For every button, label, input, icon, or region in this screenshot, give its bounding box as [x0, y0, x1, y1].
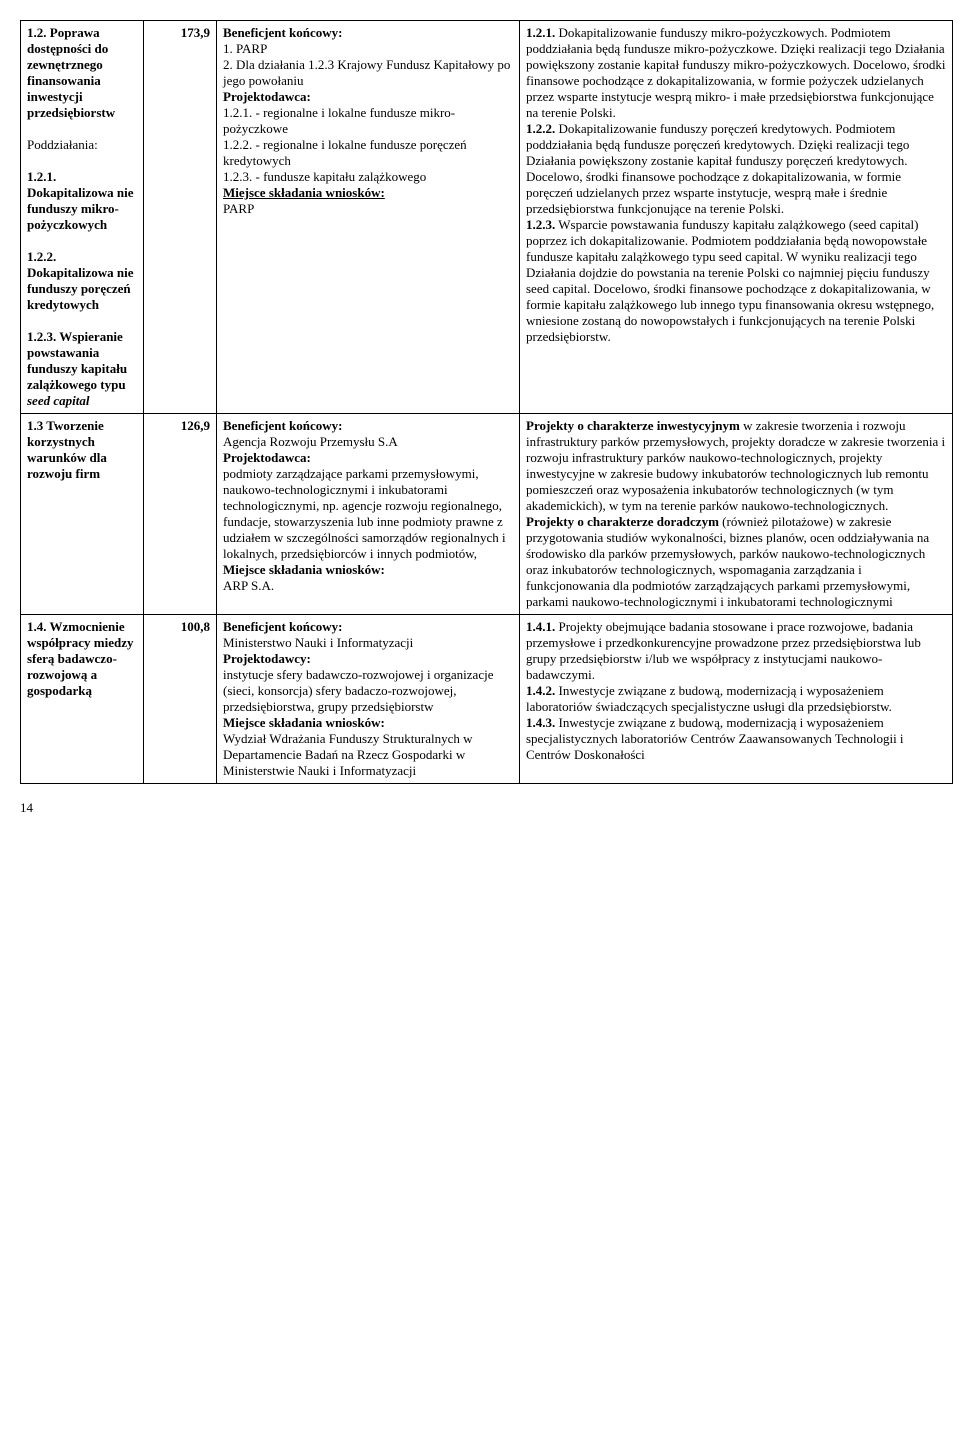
text-line: Beneficjent końcowy:: [223, 25, 513, 41]
text-line: Projektodawca:: [223, 89, 513, 105]
text-line: 1.2.1. Dokapitalizowa nie funduszy mikro…: [27, 169, 137, 233]
table-row: 1.2. Poprawa dostępności do zewnętrznego…: [21, 21, 953, 414]
cell-beneficiary: Beneficjent końcowy:Ministerstwo Nauki i…: [217, 615, 520, 784]
text-line: Ministerstwo Nauki i Informatyzacji: [223, 635, 513, 651]
text-line: 1. PARP: [223, 41, 513, 57]
text-line: Miejsce składania wniosków:: [223, 715, 513, 731]
text-line: [27, 233, 137, 249]
cell-title: 1.3 Tworzenie korzystnych warunków dla r…: [21, 414, 144, 615]
text-line: 1.4.1. Projekty obejmujące badania stoso…: [526, 619, 946, 683]
cell-description: Projekty o charakterze inwestycyjnym w z…: [520, 414, 953, 615]
text-line: Poddziałania:: [27, 137, 137, 153]
text-line: instytucje sfery badawczo-rozwojowej i o…: [223, 667, 513, 715]
text-line: 1.4.3. Inwestycje związane z budową, mod…: [526, 715, 946, 763]
document-table: 1.2. Poprawa dostępności do zewnętrznego…: [20, 20, 953, 784]
text-line: Projekty o charakterze doradczym (równie…: [526, 514, 946, 610]
text-line: 1.4.2. Inwestycje związane z budową, mod…: [526, 683, 946, 715]
cell-beneficiary: Beneficjent końcowy:1. PARP2. Dla działa…: [217, 21, 520, 414]
text-line: podmioty zarządzające parkami przemysłow…: [223, 466, 513, 562]
text-line: Wydział Wdrażania Funduszy Strukturalnyc…: [223, 731, 513, 779]
text-line: [27, 153, 137, 169]
text-line: Beneficjent końcowy:: [223, 619, 513, 635]
text-line: 1.2.3. Wspieranie powstawania funduszy k…: [27, 329, 137, 409]
text-line: 2. Dla działania 1.2.3 Krajowy Fundusz K…: [223, 57, 513, 89]
text-line: Projekty o charakterze inwestycyjnym w z…: [526, 418, 946, 514]
text-line: 1.2.2. Dokapitalizowanie funduszy poręcz…: [526, 121, 946, 217]
text-line: 1.2.2. Dokapitalizowa nie funduszy poręc…: [27, 249, 137, 313]
text-line: Agencja Rozwoju Przemysłu S.A: [223, 434, 513, 450]
text-line: 1.2.1. Dokapitalizowanie funduszy mikro-…: [526, 25, 946, 121]
text-line: PARP: [223, 201, 513, 217]
table-row: 1.3 Tworzenie korzystnych warunków dla r…: [21, 414, 953, 615]
text-line: 1.2. Poprawa dostępności do zewnętrznego…: [27, 25, 137, 121]
cell-amount: 173,9: [144, 21, 217, 414]
text-line: [27, 313, 137, 329]
text-line: 1.2.1. - regionalne i lokalne fundusze m…: [223, 105, 513, 137]
text-line: Projektodawcy:: [223, 651, 513, 667]
table-row: 1.4. Wzmocnienie współpracy miedzy sferą…: [21, 615, 953, 784]
cell-beneficiary: Beneficjent końcowy:Agencja Rozwoju Prze…: [217, 414, 520, 615]
text-line: 1.2.2. - regionalne i lokalne fundusze p…: [223, 137, 513, 169]
text-line: Beneficjent końcowy:: [223, 418, 513, 434]
text-line: 1.2.3. - fundusze kapitału zalążkowego: [223, 169, 513, 185]
cell-title: 1.2. Poprawa dostępności do zewnętrznego…: [21, 21, 144, 414]
cell-title: 1.4. Wzmocnienie współpracy miedzy sferą…: [21, 615, 144, 784]
page-number: 14: [20, 800, 940, 816]
text-line: ARP S.A.: [223, 578, 513, 594]
text-line: 1.4. Wzmocnienie współpracy miedzy sferą…: [27, 619, 137, 699]
text-line: 1.3 Tworzenie korzystnych warunków dla r…: [27, 418, 137, 482]
cell-amount: 100,8: [144, 615, 217, 784]
text-line: Miejsce składania wniosków:: [223, 562, 513, 578]
text-line: 1.2.3. Wsparcie powstawania funduszy kap…: [526, 217, 946, 345]
cell-description: 1.4.1. Projekty obejmujące badania stoso…: [520, 615, 953, 784]
text-line: Projektodawca:: [223, 450, 513, 466]
text-line: Miejsce składania wniosków:: [223, 185, 513, 201]
text-line: [27, 121, 137, 137]
cell-amount: 126,9: [144, 414, 217, 615]
cell-description: 1.2.1. Dokapitalizowanie funduszy mikro-…: [520, 21, 953, 414]
